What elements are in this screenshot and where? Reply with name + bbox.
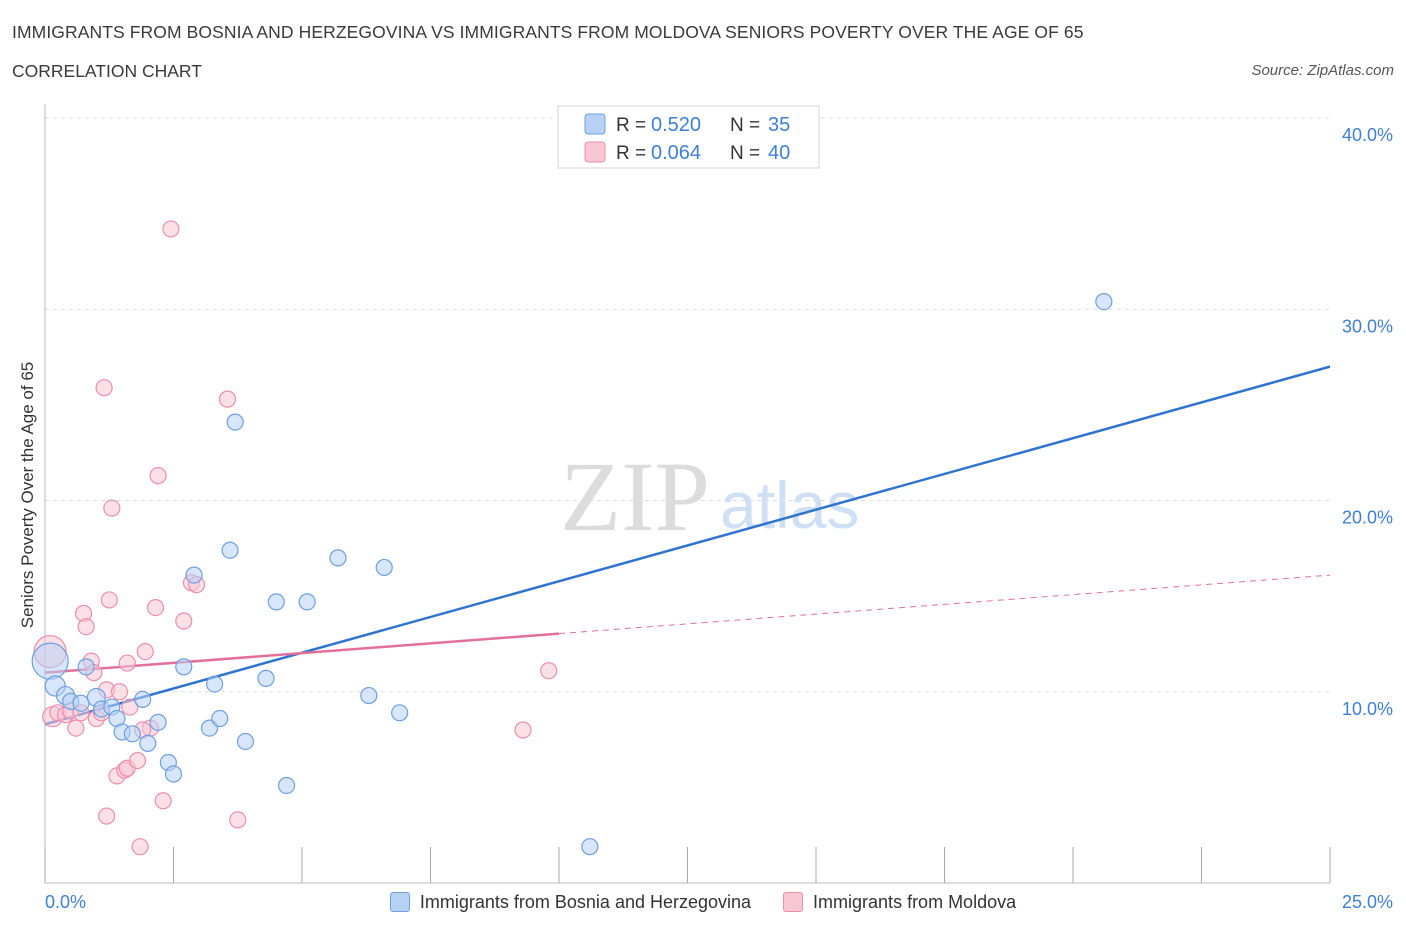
point-blue-23 — [226, 413, 244, 431]
y-tick-label-20: 20.0% — [1342, 508, 1393, 528]
point-blue-17 — [175, 658, 193, 676]
point-pink-29 — [149, 467, 167, 485]
stats-legend: R = 0.520 N = 35 R = 0.064 N = 40 — [557, 105, 820, 169]
legend-swatch-pink — [584, 141, 606, 163]
legend-swatch-moldova — [783, 892, 804, 912]
point-blue-21 — [211, 709, 229, 728]
legend-n-value-pink: 40 — [768, 142, 790, 164]
point-blue-4 — [72, 694, 90, 712]
point-blue-12 — [134, 690, 152, 709]
point-pink-5 — [67, 719, 85, 737]
trendline-1-dashed — [558, 574, 1331, 635]
watermark-zip: ZIP — [560, 441, 710, 552]
point-pink-13 — [98, 807, 116, 825]
y-axis-label-group: Seniors Poverty Over the Age of 65 — [18, 362, 37, 628]
point-blue-18 — [185, 566, 203, 584]
legend-swatch-blue — [584, 113, 606, 135]
y-tick-label-30: 30.0% — [1342, 316, 1393, 336]
point-pink-16 — [100, 591, 118, 609]
legend-r-value-pink: 0.064 — [651, 142, 701, 164]
point-pink-14 — [95, 379, 113, 397]
chart-subtitle: CORRELATION CHART — [12, 61, 202, 81]
point-pink-8 — [77, 618, 95, 636]
point-blue-22 — [221, 541, 239, 559]
source-label: Source: ZipAtlas.com — [1251, 62, 1394, 79]
trendline-0 — [44, 365, 1331, 726]
legend-n-label-pink: N = — [730, 143, 760, 164]
legend-label-moldova: Immigrants from Moldova — [813, 891, 1017, 912]
point-blue-16 — [164, 765, 183, 783]
point-blue-24 — [236, 732, 255, 751]
point-pink-17 — [103, 499, 121, 517]
x-tick-label-max: 25.0% — [1342, 892, 1393, 912]
point-pink-23 — [121, 698, 139, 716]
point-pink-38 — [540, 662, 558, 680]
point-pink-37 — [514, 721, 532, 739]
point-blue-31 — [375, 558, 393, 577]
legend-r-label-blue: R = — [616, 115, 646, 136]
series-legend: Immigrants from Bosnia and Herzegovina I… — [0, 888, 1406, 916]
point-pink-28 — [146, 598, 165, 617]
point-pink-25 — [131, 838, 149, 856]
point-pink-26 — [136, 642, 154, 661]
point-blue-11 — [123, 725, 141, 743]
point-blue-30 — [360, 686, 378, 705]
data-points — [31, 220, 1113, 856]
legend-r-label-pink: R = — [616, 143, 646, 164]
point-pink-22 — [118, 654, 136, 672]
point-blue-20 — [206, 675, 224, 693]
y-tick-label-40: 40.0% — [1342, 125, 1393, 145]
point-pink-24 — [128, 751, 147, 770]
legend-n-value-blue: 35 — [768, 114, 790, 136]
point-pink-31 — [162, 220, 180, 238]
watermark: ZIP atlas — [560, 441, 859, 552]
y-axis-label: Seniors Poverty Over the Age of 65 — [18, 362, 37, 628]
y-tick-label-10: 10.0% — [1342, 699, 1393, 719]
legend-item-bosnia: Immigrants from Bosnia and Herzegovina — [389, 888, 752, 916]
legend-label-bosnia: Immigrants from Bosnia and Herzegovina — [419, 891, 752, 912]
legend-n-label-blue: N = — [730, 115, 760, 136]
x-tick-label-min: 0.0% — [45, 892, 86, 912]
axes: 10.0% 20.0% 30.0% 40.0% 0.0% 25.0% — [44, 104, 1393, 912]
point-blue-25 — [257, 669, 275, 687]
point-pink-32 — [175, 612, 193, 630]
point-blue-28 — [298, 593, 316, 611]
point-blue-29 — [329, 549, 347, 567]
point-blue-27 — [277, 776, 296, 795]
point-pink-19 — [110, 683, 129, 701]
point-pink-35 — [218, 390, 237, 408]
point-blue-26 — [267, 593, 285, 611]
point-blue-5 — [77, 658, 95, 676]
point-blue-34 — [1095, 293, 1113, 311]
point-blue-14 — [149, 713, 167, 731]
chart-title: IMMIGRANTS FROM BOSNIA AND HERZEGOVINA V… — [12, 22, 1084, 42]
point-blue-33 — [581, 838, 599, 856]
point-blue-32 — [391, 704, 409, 722]
grid — [45, 117, 1330, 693]
legend-r-value-blue: 0.520 — [651, 114, 701, 136]
point-pink-36 — [229, 811, 247, 829]
legend-swatch-bosnia — [389, 892, 410, 912]
point-blue-13 — [139, 734, 157, 752]
point-blue-0 — [31, 642, 69, 680]
legend-item-moldova: Immigrants from Moldova — [783, 888, 1016, 916]
point-pink-30 — [154, 792, 172, 810]
